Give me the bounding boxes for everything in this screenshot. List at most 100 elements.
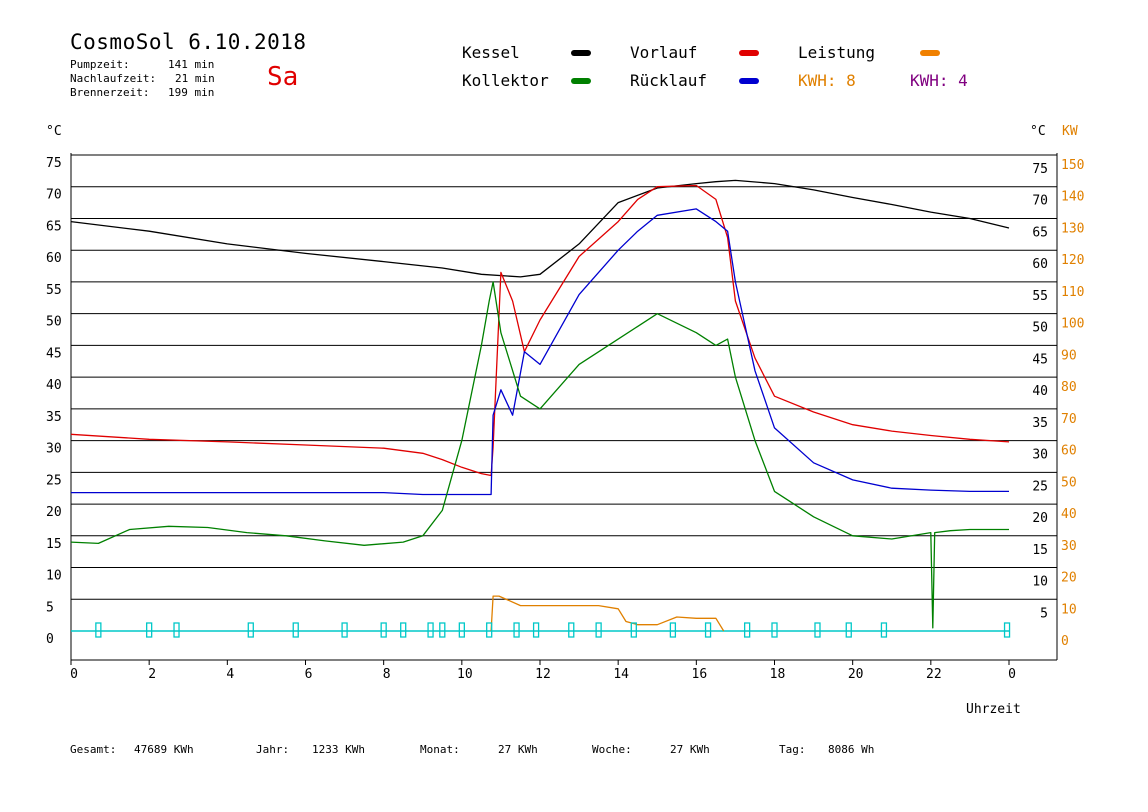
pump-marker [1003,622,1011,638]
y2-tick-label: 40 [1061,507,1077,522]
y-tick-label-left: 40 [46,378,62,393]
stat-pumpzeit-value: 141 min [168,58,215,71]
pump-marker [439,622,446,638]
right-axis-unit-kw: KW [1062,124,1078,139]
footer-woche-value: 27 KWh [670,743,710,756]
y-tick-label-right: 50 [1032,321,1048,336]
x-tick-label: 16 [692,667,708,682]
footer-monat-label: Monat: [420,743,460,756]
pump-marker [458,622,465,638]
pump-marker [630,622,637,638]
stat-nachlaufzeit-label: Nachlaufzeit: [70,72,157,85]
y2-tick-label: 70 [1061,412,1077,427]
stat-nachlaufzeit-value: 21 min [175,72,215,85]
y-tick-label-left: 70 [46,188,62,203]
pump-marker [247,622,254,638]
y-tick-label-left: 75 [46,156,62,171]
pump-marker [400,622,407,638]
series-leistung-line [490,595,725,632]
legend-vorlauf-swatch [739,50,759,56]
y-tick-label-left: 25 [46,473,62,488]
legend-kessel-label: Kessel [462,43,520,62]
y-tick-label-right: 55 [1032,289,1048,304]
y-tick-label-left: 0 [46,632,54,647]
pump-marker [341,622,348,638]
x-tick-label: 10 [457,667,473,682]
pump-marker [380,622,387,638]
y2-tick-label: 130 [1061,221,1084,236]
y2-tick-label: 100 [1061,317,1084,332]
y2-tick-label: 80 [1061,380,1077,395]
right-axis-unit-celsius: °C [1030,124,1046,139]
pump-marker [513,622,520,638]
stat-brennerzeit-value: 199 min [168,86,215,99]
series-kessel-line [70,179,1010,278]
legend-kessel-swatch [571,50,591,56]
y-tick-label-left: 60 [46,251,62,266]
left-axis-unit: °C [46,124,62,139]
x-tick-label: 8 [383,667,391,682]
x-axis-label: Uhrzeit [966,702,1021,717]
series-ruecklauf-line [71,208,1009,496]
x-tick-label: 2 [148,667,156,682]
pump-marker [95,622,102,638]
stat-pumpzeit-label: Pumpzeit: [70,58,130,71]
y2-tick-label: 30 [1061,539,1077,554]
y-tick-label-left: 55 [46,283,62,298]
y-tick-label-left: 35 [46,410,62,425]
stat-brennerzeit-label: Brennerzeit: [70,86,150,99]
y-tick-label-right: 60 [1032,257,1048,272]
pump-marker [173,622,180,638]
footer-woche-label: Woche: [592,743,632,756]
y2-tick-label: 90 [1061,348,1077,363]
weekday-label: Sa [267,62,299,92]
chart-title: CosmoSol 6.10.2018 [70,30,307,54]
y-tick-label-left: 50 [46,315,62,330]
pump-marker [146,622,153,638]
pump-marker [771,622,778,638]
footer-gesamt-value: 47689 KWh [134,743,194,756]
legend-kwh-total: KWH: 8 [798,71,856,90]
y-tick-label-right: 20 [1032,511,1048,526]
footer-tag-label: Tag: [779,743,806,756]
y-tick-label-right: 10 [1032,575,1048,590]
y-tick-label-right: 30 [1032,448,1048,463]
y-tick-label-right: 40 [1032,384,1048,399]
legend-ruecklauf-label: Rücklauf [630,71,708,90]
y-tick-label-left: 5 [46,600,54,615]
pump-marker [880,622,888,638]
y-tick-label-right: 75 [1032,162,1048,177]
y-tick-label-left: 30 [46,442,62,457]
x-tick-label: 12 [535,667,551,682]
y-tick-label-left: 65 [46,219,62,234]
series-vorlauf-line [70,184,1010,477]
y-tick-label-right: 65 [1032,225,1048,240]
pump-marker [704,622,712,638]
pump-marker [669,622,677,638]
x-tick-label: 18 [770,667,786,682]
legend-leistung-label: Leistung [798,43,876,62]
pump-marker [532,622,540,638]
pump-marker [814,622,821,638]
y2-tick-label: 60 [1061,444,1077,459]
y-tick-label-left: 45 [46,346,62,361]
y-tick-label-left: 15 [46,537,62,552]
legend-ruecklauf-swatch [739,78,759,84]
x-tick-label: 4 [226,667,234,682]
x-tick-label: 14 [613,667,629,682]
y2-tick-label: 120 [1061,253,1084,268]
pump-marker [845,622,852,638]
legend-kwh-secondary: KWH: 4 [910,71,968,90]
y2-tick-label: 20 [1061,571,1077,586]
pump-marker [427,622,434,638]
y2-tick-label: 10 [1061,602,1077,617]
footer-jahr-label: Jahr: [256,743,290,756]
footer-gesamt-label: Gesamt: [70,743,117,756]
pump-marker [486,622,493,638]
y2-tick-label: 0 [1061,634,1069,649]
y-tick-label-right: 70 [1032,194,1048,209]
x-tick-label: 0 [70,667,78,682]
y2-tick-label: 140 [1061,190,1084,205]
y-tick-label-right: 25 [1032,479,1048,494]
